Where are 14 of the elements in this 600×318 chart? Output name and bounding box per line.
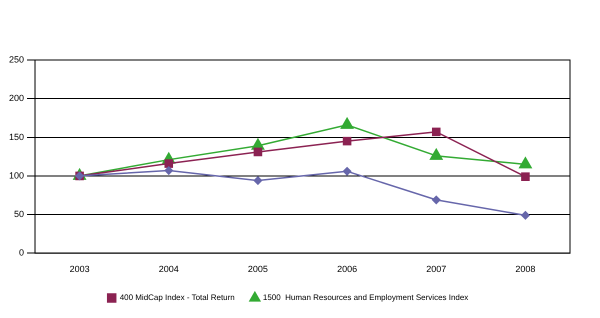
y-tick-label: 150: [8, 132, 24, 142]
y-tick-label: 0: [19, 248, 24, 258]
x-tick-label: 2008: [515, 264, 536, 274]
x-tick-label: 2005: [248, 264, 268, 274]
y-tick-label: 200: [8, 93, 24, 104]
x-tick-label: 2004: [158, 264, 179, 274]
x-tick-label: 2007: [426, 264, 446, 274]
legend-label: 400 MidCap Index - Total Return: [120, 293, 235, 302]
y-tick-label: 50: [14, 209, 24, 220]
y-tick-label: 250: [8, 54, 24, 64]
x-tick-label: 2006: [337, 264, 358, 274]
x-tick-label: 2003: [70, 264, 90, 274]
legend-label: 1500 Human Resources and Employment Services Index: [262, 293, 468, 302]
y-tick-label: 100: [8, 170, 24, 180]
